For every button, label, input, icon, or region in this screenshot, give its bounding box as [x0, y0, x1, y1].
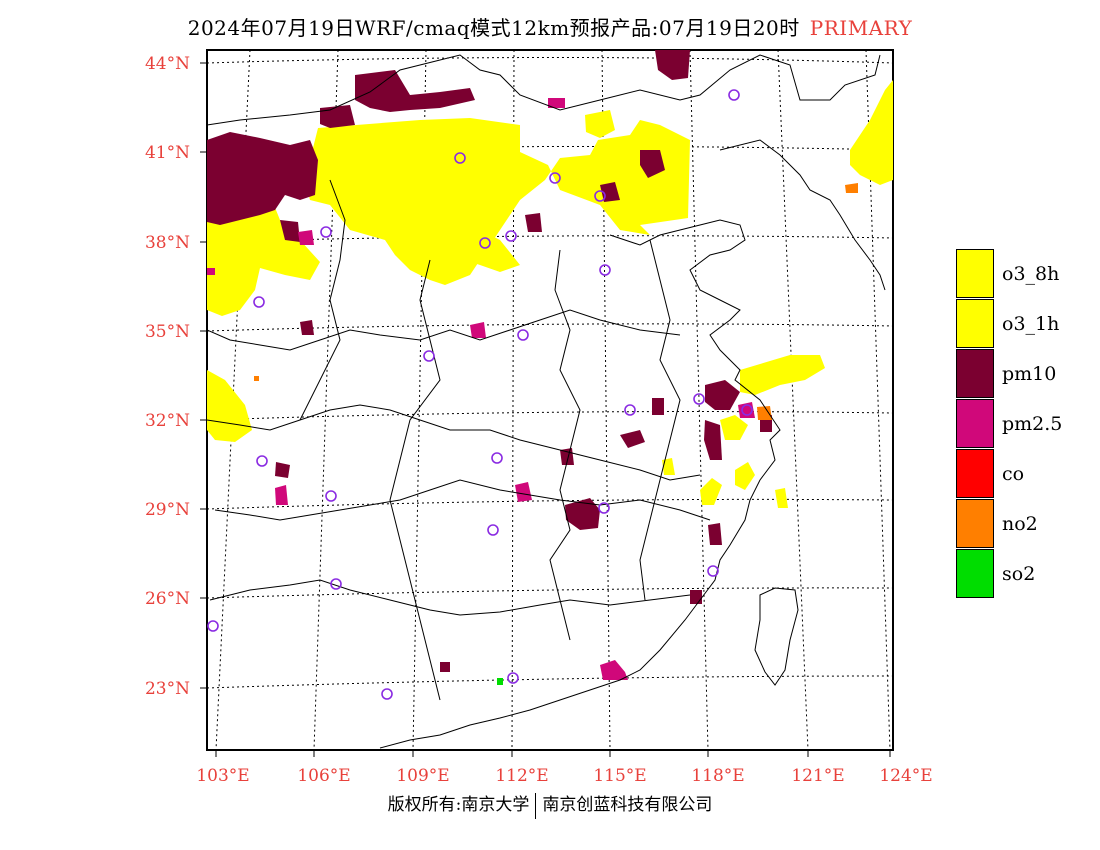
legend-label: pm10: [1002, 363, 1057, 385]
legend-label: co: [1002, 463, 1025, 485]
station-marker: [549, 172, 561, 184]
station-marker: [207, 620, 219, 632]
lat-label: 44°N: [144, 54, 190, 74]
legend-swatch: [956, 399, 994, 448]
station-marker: [594, 190, 606, 202]
lon-label: 106°E: [297, 766, 351, 786]
station-marker: [330, 578, 342, 590]
lon-label: 103°E: [196, 766, 250, 786]
station-marker: [505, 230, 517, 242]
lon-label: 109°E: [396, 766, 450, 786]
lat-label: 38°N: [144, 233, 190, 253]
station-marker: [491, 452, 503, 464]
lat-label: 23°N: [144, 679, 190, 699]
lon-label: 121°E: [791, 766, 845, 786]
station-marker: [728, 89, 740, 101]
map-title-main: 2024年07月19日WRF/cmaq模式12km预报产品:07月19日20时: [187, 16, 800, 40]
station-marker: [507, 672, 519, 684]
lat-label: 41°N: [144, 143, 190, 163]
legend-label: pm2.5: [1002, 413, 1063, 435]
copyright-footer: 版权所有:南京大学 南京创蓝科技有限公司: [0, 790, 1100, 819]
station-marker: [624, 404, 636, 416]
legend-swatch: [956, 449, 994, 498]
legend-label: o3_8h: [1002, 263, 1060, 285]
lon-label: 118°E: [691, 766, 745, 786]
station-marker: [479, 237, 491, 249]
station-marker: [487, 524, 499, 536]
legend-swatch: [956, 499, 994, 548]
station-marker: [517, 329, 529, 341]
boundary-lines: [207, 54, 886, 749]
lat-label: 29°N: [144, 500, 190, 520]
station-marker: [256, 455, 268, 467]
station-marker: [253, 296, 265, 308]
lat-label: 32°N: [144, 411, 190, 431]
no2-field: [254, 183, 858, 420]
legend-label: so2: [1002, 563, 1036, 585]
map-title: 2024年07月19日WRF/cmaq模式12km预报产品:07月19日20时 P…: [0, 12, 1100, 41]
legend-swatch: [956, 549, 994, 598]
map-title-tag: PRIMARY: [809, 16, 913, 40]
station-marker: [598, 502, 610, 514]
lat-label: 35°N: [144, 322, 190, 342]
lat-label: 26°N: [144, 589, 190, 609]
station-marker: [320, 226, 332, 238]
station-marker: [325, 490, 337, 502]
so2-field: [497, 678, 503, 685]
station-markers: [207, 89, 753, 700]
station-marker: [741, 404, 753, 416]
copyright-company: 南京创蓝科技有限公司: [542, 795, 713, 815]
station-marker: [423, 350, 435, 362]
station-marker: [454, 152, 466, 164]
legend-label: no2: [1002, 513, 1038, 535]
station-marker: [599, 264, 611, 276]
footer-divider: [535, 792, 537, 819]
legend-label: o3_1h: [1002, 313, 1060, 335]
copyright-owner: 版权所有:南京大学: [387, 795, 530, 815]
legend-swatch: [956, 249, 994, 298]
station-marker: [381, 688, 393, 700]
lon-label: 124°E: [879, 766, 933, 786]
lon-label: 112°E: [495, 766, 549, 786]
legend-swatch: [956, 299, 994, 348]
lon-label: 115°E: [593, 766, 647, 786]
legend-swatch: [956, 349, 994, 398]
latitude-gridlines: [207, 57, 893, 689]
station-marker: [693, 393, 705, 405]
station-marker: [707, 565, 719, 577]
axis-ticks: [200, 62, 891, 757]
